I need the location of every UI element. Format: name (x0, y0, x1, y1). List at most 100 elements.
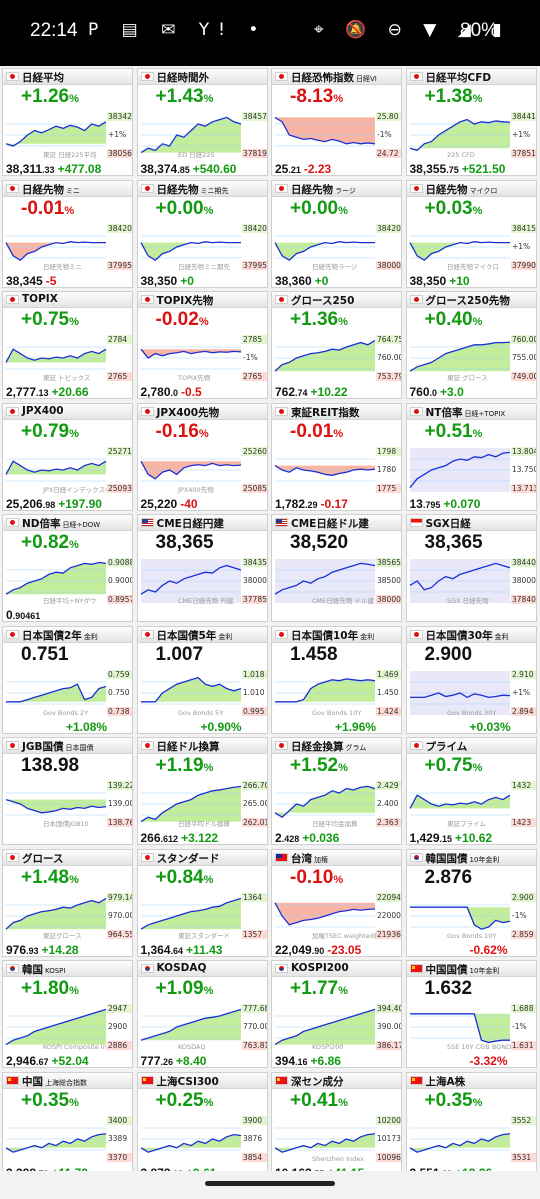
chart-line (409, 1132, 510, 1153)
market-tile[interactable]: TOPIX 東証 トピックス 2784 2765 +0.75% 2,777.13 +20.6… (2, 291, 133, 399)
chart-hi-label: 1432 (512, 781, 531, 790)
market-tile[interactable]: CME日経ドル建 CME日経先物 ドル建 38565 38500 38000 38,520 (271, 514, 402, 622)
chart-hi-label: 139.22 (108, 781, 133, 790)
market-tile[interactable]: 韓国国債 10年金利 Gov Bonds 10Y 2.900 -1% 2.859 2.876… (405, 848, 537, 957)
market-tile[interactable]: NT倍率 日経÷TOPIX 13.804 13.750 13.713 +0.51% 13.7… (405, 402, 537, 511)
market-tile[interactable]: TOPIX先物 TOPIX先物 2785 -1% 2765 -0.02% 2,780.0 -0… (136, 291, 268, 399)
price-delta: -23.05 (327, 942, 362, 957)
low-label-bg (510, 149, 536, 158)
market-tile[interactable]: JPX400 JPX日経インデックス400 25271 25093 +0.79% 25,2… (2, 402, 133, 511)
jp-flag-icon (409, 72, 423, 81)
market-tile[interactable]: 深セン成分 Shenzhen Index 10200 10173 10096 +0.41%… (271, 1071, 402, 1180)
market-tile[interactable]: 日経平均 東証 日経225平均 38342 +1% 38056 +1.26% 38,311.… (2, 68, 133, 176)
high-label-bg (107, 335, 132, 344)
chart-line (139, 240, 241, 261)
high-label-bg (510, 669, 536, 679)
tile-name-text: 深セン成分 (291, 1075, 344, 1088)
market-tile[interactable]: スタンダード 東証スタンダード 1364 1357 +0.84% 1,364.64 +11.… (136, 848, 268, 957)
tile-name: 日経先物 ミニ (22, 182, 80, 197)
tile-title-bar: JPX400先物 (137, 403, 267, 420)
chart-watermark: 東証プライム (447, 819, 486, 828)
high-label-bg (241, 892, 267, 902)
change-unit: % (338, 316, 348, 328)
chart-mid-label: 0.9000 (108, 576, 133, 585)
market-tile[interactable]: 日本国債30年 金利 Gov Bonds 30Y 2.910 +1% 2.894 2.900… (405, 625, 537, 734)
chart-watermark: 日経先物ミニ期先 (178, 262, 231, 271)
chart-line (409, 906, 510, 930)
chart-lo-label: 38000 (377, 261, 401, 270)
market-tile[interactable]: JPX400先物 JPX400先物 25260 25085 -0.16% 25,220 -4… (136, 402, 268, 511)
market-tile[interactable]: 東証REIT指数 1798 1780 1775 -0.01% 1,782.29 -0.17 (271, 402, 402, 511)
tile-title-bar: 台湾 加権 (272, 849, 401, 866)
price-delta: +3.122 (181, 831, 219, 845)
tile-title-bar: 韓国 KOSPI (3, 961, 132, 977)
tile-name: 日経時間外 (157, 70, 210, 85)
chart-hi-label: 3552 (512, 1116, 531, 1125)
market-tile[interactable]: プライム 東証プライム 1432 1423 +0.75% 1,429.15 +10.62 (405, 737, 537, 845)
jp-flag-icon (6, 295, 19, 304)
chart-hi-label: 1.469 (377, 670, 399, 679)
market-tile[interactable]: 日経恐怖指数 日経VI 25.80 -1% 24.72 -8.13% 25.21 -2.23 (271, 68, 402, 176)
chart-mid-label: 13.750 (512, 465, 537, 474)
low-label-bg (376, 260, 401, 270)
change-value: 138.98 (21, 755, 80, 776)
chart-hi-label: 760.00 (512, 335, 537, 344)
tile-chart: 日経先物ミニ 38420 37995 (5, 223, 132, 271)
market-tile[interactable]: KOSPI200 KOSPI200 394.40 390.00 386.17 +1.77%… (271, 960, 402, 1068)
market-tile[interactable]: CME日経円建 CME日経先物 円建 38435 38000 37785 38,365 (136, 514, 268, 622)
market-tile[interactable]: 台湾 加権 加権TSEC weighted指数 22094 22000 21936 -0.1… (271, 848, 402, 957)
chart-watermark: CME日経先物 ドル建 (312, 596, 374, 605)
tile-change: +0.35% (21, 1090, 79, 1112)
tile-change: 138.98 (21, 755, 79, 777)
market-tile[interactable]: 日経時間外 ED 日経225 38457 37819 +1.43% 38,374.85 +5… (136, 68, 268, 176)
market-tile[interactable]: 日経先物 ラージ 日経先物ラージ 38420 38000 +0.00% 38,360 +0 (271, 179, 402, 288)
chart-line (139, 348, 241, 359)
market-tile[interactable]: 日経先物 ミニ 日経先物ミニ 38420 37995 -0.01% 38,345 -5 (2, 179, 133, 288)
home-gesture-bar[interactable] (205, 1181, 335, 1186)
market-tile[interactable]: JGB国債 日本国債 日本国債JGB10 139.22 139.00 138.76 138.… (2, 737, 133, 845)
market-tile[interactable]: ND倍率 日経÷DOW 日経平均÷NYダウ 0.9088 0.9000 0.8957 +0.… (2, 514, 133, 622)
chart-watermark: ED 日経225 (178, 150, 215, 159)
tile-name: スタンダード (157, 851, 220, 866)
tile-name: KOSPI200 (291, 962, 349, 974)
market-tile[interactable]: 日経平均CFD 225 CFD 38441 +1% 37851 +1.38% 38,355.… (405, 68, 537, 176)
market-tile[interactable]: 日経先物 ミニ期先 日経先物ミニ期先 38420 37995 +0.00% 38,350 +0 (136, 179, 268, 288)
low-label-bg (376, 1152, 401, 1162)
market-tile[interactable]: 日本国債10年 金利 Gov Bonds 10Y 1.469 1.450 1.424 1.4… (271, 625, 402, 734)
change-value: +0.41 (290, 1089, 339, 1111)
market-tile[interactable]: グロース250 764.75 760.00 753.79 +1.36% 762.74 +10… (271, 291, 402, 399)
battery-percent: 80% (460, 20, 499, 41)
tile-title-bar: 日経金換算 グラム (272, 738, 401, 754)
market-tile[interactable]: 韓国 KOSPI KOSPI Composite Index 2947 2900 2886… (2, 960, 133, 1068)
chart-line (409, 1013, 510, 1044)
tile-chart: CME日経先物 ドル建 38565 38500 38000 (274, 558, 401, 605)
market-tile[interactable]: グロース 東証グロース 979.14 970.00 964.55 +1.48% 976.93… (2, 848, 133, 957)
chart-mid-label: 139.00 (108, 799, 133, 808)
chart-mid-label: +1% (108, 130, 126, 139)
cn-flag-icon (409, 1075, 423, 1085)
jp-flag-icon (140, 72, 154, 81)
chart-watermark: Gov Bonds 10Y (312, 709, 361, 717)
market-tile[interactable]: 日経金換算 グラム 日経平均金換算 2.429 2.400 2.363 +1.52% 2.42… (271, 737, 402, 845)
change-unit: % (203, 1096, 214, 1109)
tile-change: -0.10% (290, 867, 343, 889)
tile-chart: 3552 3531 (409, 1115, 536, 1162)
chart-watermark: JPX400先物 (177, 485, 214, 494)
market-tile[interactable]: グロース250先物 東証 グロース 760.00 755.00 749.00 +0.40%… (405, 291, 537, 399)
low-label-bg (376, 1041, 401, 1050)
market-tile[interactable]: 中国国債 10年金利 SSE 10Y CGB BOND 1.688 -1% 1.631 1.… (405, 960, 537, 1068)
chart-hi-label: 2785 (243, 335, 262, 344)
market-tile[interactable]: KOSDAQ KOSDAQ 777.68 770.00 763.81 +1.09% 777.… (136, 960, 268, 1068)
market-tile[interactable]: 日本国債2年 金利 Gov Bonds 2Y 0.759 0.750 0.738 0.751… (2, 625, 133, 734)
market-tile[interactable]: SGX日経 SGX 日経先物 38440 38000 37840 38,365 (405, 514, 537, 622)
high-label-bg (241, 446, 267, 456)
market-tile[interactable]: 日経ドル換算 日経平均ドル換算 266.70 265.00 262.01 +1.19% 26… (136, 737, 268, 845)
high-label-bg (241, 1115, 267, 1125)
jp-flag-icon (6, 406, 19, 416)
market-tile[interactable]: 日経先物 マイクロ 日経先物マイクロ 38415 +1% 37990 +0.03% 38,35… (405, 179, 537, 288)
chart-area (409, 241, 510, 260)
market-tile[interactable]: 日本国債5年 金利 Gov Bonds 5Y 1.018 1.010 0.995 1.007… (136, 625, 268, 734)
